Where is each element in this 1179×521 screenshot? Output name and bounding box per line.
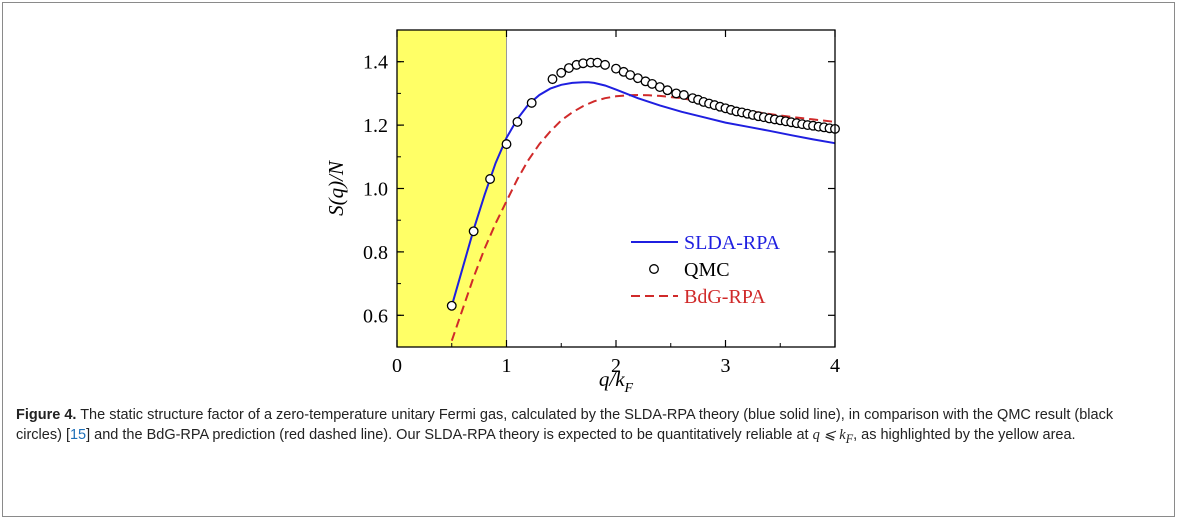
y-ticks: 0.6 0.8 1.0 1.2 1.4 (363, 29, 835, 348)
x-ticks: 0 1 2 3 4 (392, 30, 840, 377)
qmc-point (547, 74, 558, 85)
y-tick-label: 0.6 (363, 305, 388, 327)
qmc-point (468, 226, 479, 237)
caption-text-2: ] and the BdG-RPA prediction (red dashed… (86, 426, 813, 443)
caption-label: Figure 4. (16, 407, 77, 423)
slda-rpa-line (450, 81, 836, 307)
highlight-region (397, 30, 507, 347)
x-axis-label: q/kF (599, 367, 634, 396)
x-tick-label: 0 (392, 355, 402, 377)
legend-label-slda-rpa: SLDA-RPA (684, 232, 781, 254)
figure-caption: Figure 4. The static structure factor of… (16, 406, 1156, 449)
qmc-point (600, 59, 611, 70)
series-layer (446, 57, 840, 342)
chart: 0.6 0.8 1.0 1.2 1.4 0 1 2 3 4 SLDA-RPA QMC BdG-RPA… (324, 29, 840, 396)
qmc-point (501, 139, 512, 150)
legend-label-bdg-rpa: BdG-RPA (684, 286, 766, 308)
qmc-point (526, 97, 537, 108)
y-tick-label: 1.0 (363, 179, 388, 201)
legend-label-qmc: QMC (684, 259, 730, 281)
legend-marker-qmc (649, 264, 659, 274)
qmc-point (485, 174, 496, 184)
legend: SLDA-RPA QMC BdG-RPA (631, 232, 781, 308)
caption-text-1: The static structure factor of a zero-te… (16, 407, 1114, 443)
y-axis-label: S(q)/N (324, 160, 348, 216)
y-tick-label: 0.8 (363, 242, 388, 264)
qmc-point (662, 85, 673, 96)
citation-link[interactable]: 15 (69, 426, 87, 443)
x-tick-label: 3 (721, 355, 731, 377)
caption-math: q ⩽ k (812, 426, 846, 443)
qmc-point (512, 116, 523, 127)
qmc-point (556, 67, 567, 78)
caption-text-3: , as highlighted by the yellow area. (853, 426, 1076, 443)
x-tick-label: 4 (830, 355, 840, 377)
qmc-point (678, 90, 689, 100)
y-tick-label: 1.2 (363, 115, 388, 137)
axes-box (396, 29, 836, 348)
x-tick-label: 2 (611, 355, 621, 377)
y-tick-label: 1.4 (363, 52, 388, 74)
x-tick-label: 1 (502, 355, 512, 377)
qmc-point (446, 300, 457, 311)
caption-math-sub: F (845, 431, 854, 446)
